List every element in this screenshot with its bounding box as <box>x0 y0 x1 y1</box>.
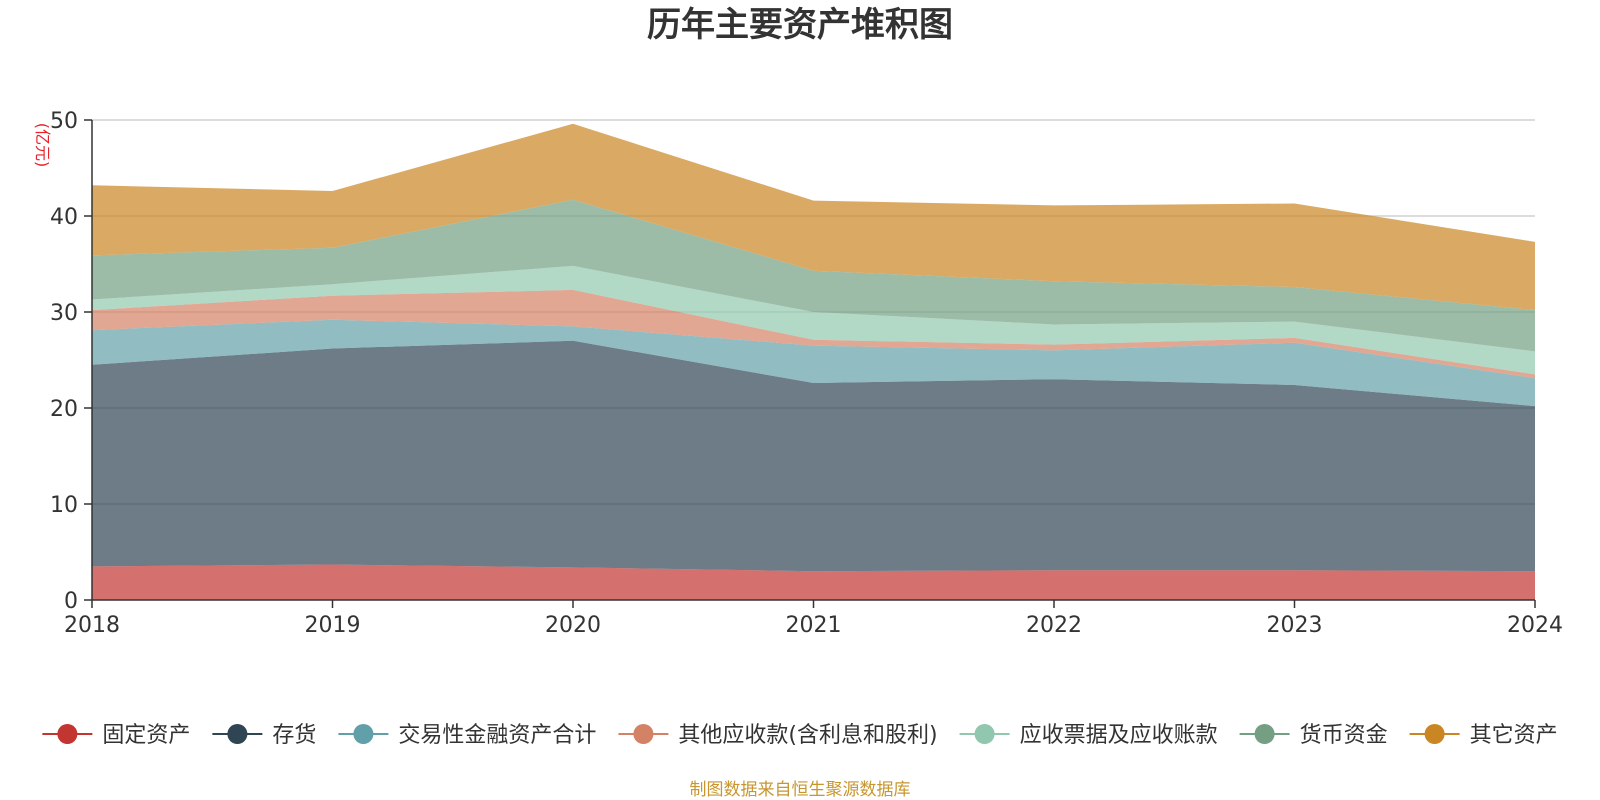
area-series-5 <box>92 199 1535 352</box>
legend-marker-icon <box>1254 724 1275 744</box>
y-tick-label: 0 <box>64 589 78 614</box>
legend-marker-icon <box>353 724 374 744</box>
y-tick-label: 30 <box>50 301 78 326</box>
axes: 0 10 20 30 40 50 2018 2019 2020 2021 2022 2023 2024 <box>50 109 1563 638</box>
legend: 固定资产 存货 交易性金融资产合计 其他应收款(含利息和股利) 应收票据及应收账款 货币资… <box>42 723 1558 748</box>
legend-marker-icon <box>974 724 995 744</box>
y-tick-label: 50 <box>50 109 78 134</box>
area-series-3 <box>92 289 1535 379</box>
legend-label: 货币资金 <box>1300 723 1388 748</box>
area-series-0 <box>92 564 1535 600</box>
x-tick-label: 2018 <box>64 613 120 638</box>
legend-label: 其他应收款(含利息和股利) <box>678 723 937 748</box>
y-tick-label: 20 <box>50 397 78 422</box>
x-tick-label: 2022 <box>1026 613 1082 638</box>
x-tick-label: 2021 <box>786 613 842 638</box>
legend-marker-icon <box>1424 724 1445 744</box>
y-tick-label: 40 <box>50 205 78 230</box>
legend-label: 交易性金融资产合计 <box>398 723 596 748</box>
area-layers <box>92 123 1535 600</box>
legend-label: 存货 <box>272 723 316 748</box>
legend-label: 其它资产 <box>1470 723 1558 748</box>
legend-marker-icon <box>633 724 654 744</box>
source-note: 制图数据来自恒生聚源数据库 <box>690 780 911 800</box>
area-series-6 <box>92 123 1535 311</box>
x-tick-label: 2019 <box>305 613 361 638</box>
x-tick-label: 2024 <box>1507 613 1563 638</box>
x-tick-label: 2020 <box>545 613 601 638</box>
legend-label: 应收票据及应收账款 <box>1020 723 1218 748</box>
y-unit-label: (亿元) <box>33 123 52 168</box>
area-series-2 <box>92 319 1535 407</box>
chart-title: 历年主要资产堆积图 <box>647 5 953 45</box>
legend-marker-icon <box>57 724 78 744</box>
x-tick-label: 2023 <box>1267 613 1323 638</box>
legend-label: 固定资产 <box>102 723 190 748</box>
y-tick-label: 10 <box>50 493 78 518</box>
legend-marker-icon <box>227 724 248 744</box>
area-series-1 <box>92 340 1535 572</box>
area-series-4 <box>92 265 1535 375</box>
